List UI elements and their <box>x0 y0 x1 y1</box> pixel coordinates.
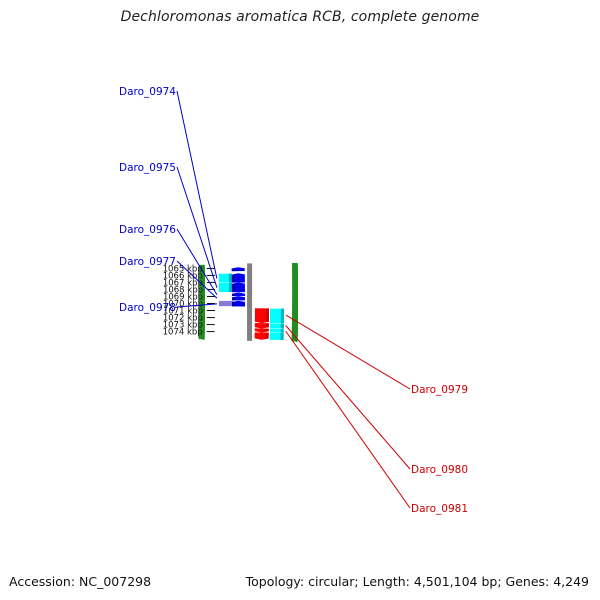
ruler-label: 1068 kbp <box>163 286 203 296</box>
gc-skew-track <box>198 262 299 342</box>
ruler-label: 1072 kbp <box>163 314 203 324</box>
gene-bar-track <box>218 273 284 341</box>
ruler-label: 1074 kbp <box>163 327 203 337</box>
leader-line <box>285 325 411 470</box>
gene-bar-daro-0979 <box>269 308 284 324</box>
cds-arrow-daro-0974 <box>231 273 245 283</box>
genome-summary-label: Topology: circular; Length: 4,501,104 bp… <box>245 574 589 589</box>
cds-shade-daro-0978 <box>231 302 235 307</box>
feature-label-daro-0977[interactable]: Daro_0977 <box>119 256 218 299</box>
gene-bar-edge-daro-0974 <box>228 273 232 283</box>
cds-shade-daro-0979 <box>265 308 269 322</box>
cds-arrow-daro-0976 <box>231 292 245 297</box>
cds-arrow-unlabeled-9 <box>254 332 269 340</box>
cds-arrow-daro-0979 <box>254 308 269 324</box>
feature-label-text: Daro_0976 <box>119 224 176 236</box>
cds-shade-daro-0974 <box>231 274 235 283</box>
ruler-label: 1071 kbp <box>163 307 203 317</box>
accession-label: Accession: NC_007298 <box>9 574 152 589</box>
feature-label-text: Daro_0974 <box>119 86 176 98</box>
feature-label-daro-0979[interactable]: Daro_0979 <box>285 314 468 396</box>
leader-line <box>285 314 411 390</box>
gene-bar-edge-daro-0975 <box>228 282 232 292</box>
feature-labels: Daro_0974 Daro_0975 Daro_0976 Daro_0977 Daro… <box>119 86 468 515</box>
ruler-label: 1070 kbp <box>163 300 203 310</box>
gene-bar-unlabeled-9 <box>269 332 284 341</box>
cds-arrow-daro-0978 <box>231 300 245 307</box>
leader-line <box>285 330 411 509</box>
feature-label-text: Daro_0975 <box>119 162 176 174</box>
gene-bar-edge-daro-0979 <box>280 308 284 324</box>
gene-bar-edge-daro-0980 <box>280 323 284 329</box>
ruler-label: 1073 kbp <box>163 320 203 330</box>
gene-bar-daro-0974 <box>218 273 232 283</box>
cds-arrow-daro-0980 <box>254 323 269 329</box>
gene-bar-edge-unlabeled-9 <box>280 333 284 341</box>
genome-title: Dechloromonas aromatica RCB, complete ge… <box>120 9 480 25</box>
feature-label-text: Daro_0977 <box>119 256 176 268</box>
cds-arrow-daro-0975 <box>231 282 245 293</box>
gene-bar-daro-0981 <box>269 328 284 333</box>
feature-label-daro-0981[interactable]: Daro_0981 <box>285 330 468 515</box>
cds-shade-daro-0976 <box>231 293 235 296</box>
cds-shade-daro-0981 <box>265 328 269 332</box>
ruler-label: 1067 kbp <box>163 279 203 289</box>
misc-feature-daro-0978 <box>218 300 233 307</box>
feature-label-daro-0976[interactable]: Daro_0976 <box>119 224 218 295</box>
cds-arrow-unlabeled-8 <box>231 267 245 272</box>
cds-shade-daro-0977 <box>232 297 235 301</box>
leader-line <box>176 228 218 295</box>
cds-shade-unlabeled-9 <box>265 332 269 339</box>
gene-bar-daro-0980 <box>269 323 284 329</box>
cds-arrow-daro-0977 <box>232 296 245 301</box>
gc-track-inner <box>198 264 206 340</box>
leader-line <box>176 260 218 299</box>
cds-shade-daro-0975 <box>231 283 235 292</box>
feature-label-daro-0978[interactable]: Daro_0978 <box>119 302 218 314</box>
gene-bar-daro-0975 <box>218 282 232 293</box>
ruler-label: 1066 kbp <box>163 272 203 282</box>
leader-line <box>176 90 218 279</box>
feature-label-daro-0975[interactable]: Daro_0975 <box>119 162 218 288</box>
cds-track <box>231 267 269 340</box>
gene-bar-edge-daro-0981 <box>280 329 284 333</box>
feature-label-text: Daro_0979 <box>411 384 468 396</box>
feature-label-daro-0980[interactable]: Daro_0980 <box>285 325 468 476</box>
feature-label-daro-0974[interactable]: Daro_0974 <box>119 86 218 279</box>
ruler-label: 1065 kbp <box>163 265 203 275</box>
feature-label-text: Daro_0978 <box>119 302 176 314</box>
gc-track-outer <box>291 262 299 342</box>
leader-line <box>176 166 218 288</box>
ruler-label: 1069 kbp <box>163 293 203 303</box>
leader-line <box>176 303 218 308</box>
feature-label-text: Daro_0980 <box>411 464 468 476</box>
cds-shade-unlabeled-8 <box>231 268 235 272</box>
feature-label-text: Daro_0981 <box>411 503 468 515</box>
cds-shade-daro-0980 <box>265 323 269 328</box>
cds-arrow-daro-0981 <box>254 328 269 333</box>
